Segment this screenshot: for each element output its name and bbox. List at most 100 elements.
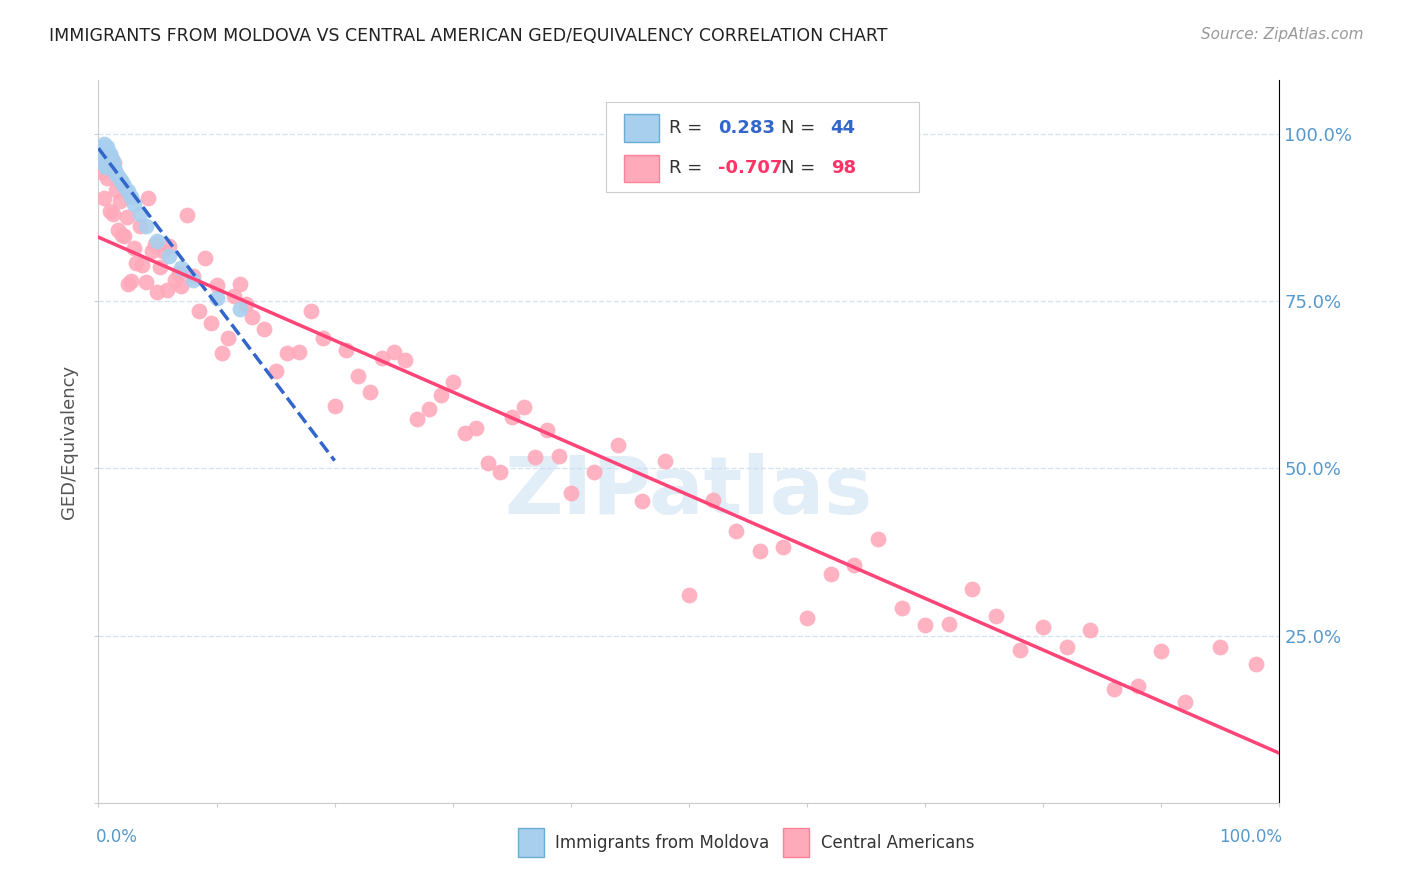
Text: Central Americans: Central Americans (821, 833, 974, 852)
Point (105, 183, 128, 197)
Point (136, 191, 159, 205)
Text: 0.283: 0.283 (718, 119, 776, 137)
Point (276, 346, 298, 360)
Point (98, 153, 121, 167)
Point (1174, 696, 1197, 710)
Point (1102, 681, 1125, 696)
Point (194, 251, 217, 265)
Point (98, 204, 121, 219)
Point (441, 375, 464, 389)
Point (111, 175, 134, 189)
Point (890, 600, 912, 615)
Point (371, 351, 394, 365)
Point (512, 401, 534, 415)
Text: Immigrants from Moldova: Immigrants from Moldova (555, 833, 769, 852)
Point (121, 274, 143, 288)
Point (264, 364, 287, 378)
Point (181, 273, 204, 287)
Point (1056, 640, 1078, 655)
Point (1209, 640, 1232, 654)
Point (418, 402, 440, 417)
Point (91, 150, 114, 164)
Point (229, 302, 252, 317)
Text: 100.0%: 100.0% (1219, 828, 1282, 846)
Point (98, 157, 121, 171)
Point (406, 411, 429, 425)
FancyBboxPatch shape (624, 114, 659, 142)
Point (1126, 679, 1149, 693)
Point (725, 524, 748, 539)
Point (630, 494, 652, 508)
Point (97, 145, 120, 160)
Point (103, 161, 125, 176)
Point (117, 184, 139, 198)
Point (121, 190, 143, 204)
Point (240, 310, 263, 324)
Text: IMMIGRANTS FROM MOLDOVA VS CENTRAL AMERICAN GED/EQUIVALENCY CORRELATION CHART: IMMIGRANTS FROM MOLDOVA VS CENTRAL AMERI… (49, 27, 887, 45)
Point (984, 608, 1007, 623)
Text: Source: ZipAtlas.com: Source: ZipAtlas.com (1201, 27, 1364, 42)
Point (748, 544, 770, 558)
Point (105, 167, 128, 181)
Point (465, 421, 488, 435)
Point (323, 400, 346, 414)
Point (156, 283, 179, 297)
Point (772, 540, 794, 554)
Point (93, 136, 115, 151)
Point (149, 260, 172, 275)
Point (97, 150, 120, 164)
Point (152, 244, 174, 258)
Point (101, 207, 124, 221)
Point (103, 156, 125, 170)
FancyBboxPatch shape (517, 828, 544, 857)
Point (105, 169, 128, 183)
Point (844, 558, 866, 572)
Point (100, 155, 122, 169)
Point (288, 344, 311, 359)
Point (143, 237, 166, 252)
Point (1244, 657, 1267, 672)
Point (962, 582, 984, 597)
Point (453, 425, 475, 440)
Point (536, 423, 558, 437)
Point (229, 277, 252, 292)
Point (489, 465, 512, 479)
Point (200, 316, 222, 330)
Point (101, 153, 124, 168)
Point (128, 219, 150, 233)
Point (299, 303, 322, 318)
Point (98, 153, 121, 168)
Point (98, 147, 121, 161)
Point (560, 486, 582, 500)
Point (122, 197, 145, 211)
Text: ZIPatlas: ZIPatlas (505, 453, 873, 531)
Point (796, 611, 818, 625)
Point (93, 157, 115, 171)
Point (217, 331, 239, 345)
Text: 0.0%: 0.0% (96, 828, 138, 846)
Text: 98: 98 (831, 160, 856, 178)
Point (394, 353, 416, 368)
Point (382, 344, 405, 359)
Point (1150, 643, 1173, 657)
FancyBboxPatch shape (783, 828, 810, 857)
Point (157, 239, 180, 253)
Point (157, 249, 180, 263)
Text: N =: N = (782, 160, 821, 178)
Point (91, 165, 114, 179)
Point (93, 191, 115, 205)
FancyBboxPatch shape (606, 102, 920, 193)
Point (170, 260, 193, 275)
Point (104, 163, 127, 178)
Point (914, 618, 936, 632)
Text: 44: 44 (831, 119, 856, 137)
Point (93, 147, 115, 161)
Point (91, 153, 114, 168)
Point (135, 275, 157, 289)
Point (91, 144, 114, 158)
Point (97, 148, 120, 162)
Point (524, 450, 547, 464)
Point (187, 304, 209, 318)
Point (1032, 620, 1054, 634)
Y-axis label: GED/Equivalency: GED/Equivalency (60, 365, 79, 518)
